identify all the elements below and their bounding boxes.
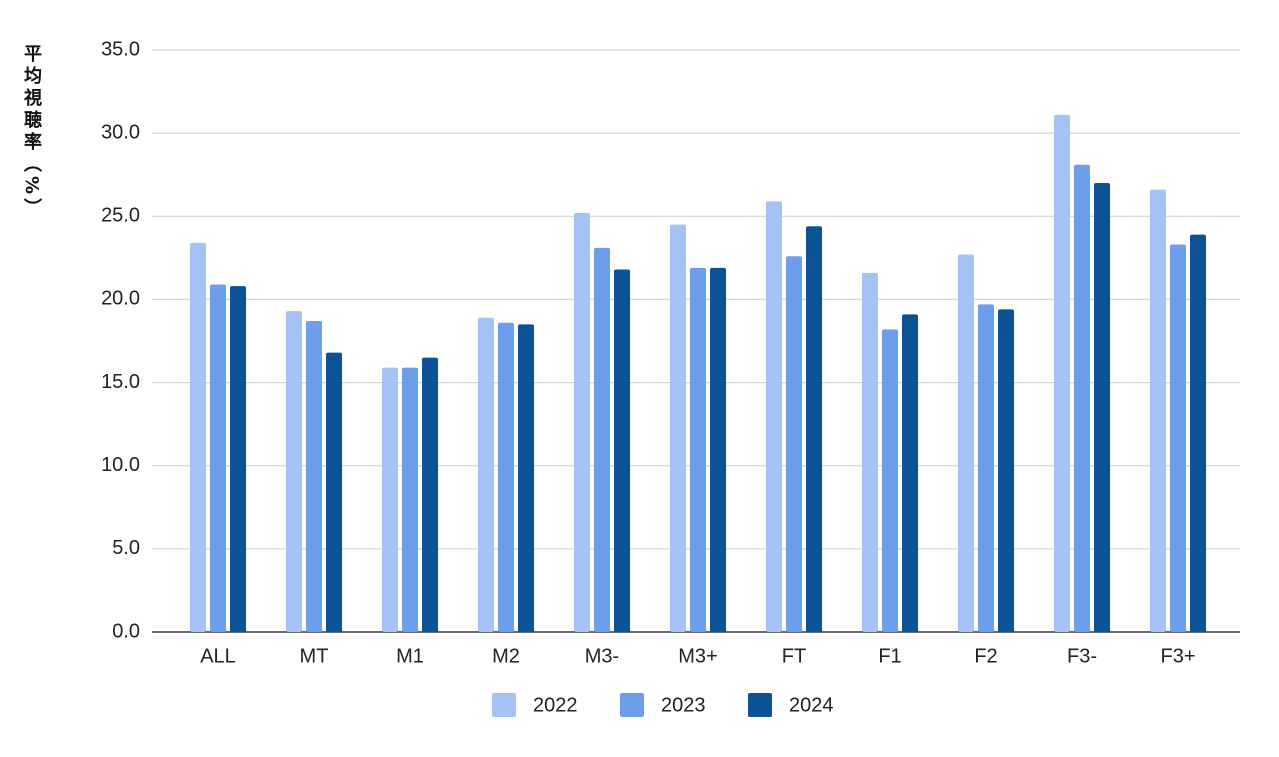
y-axis-title: 平均視聴率（%）	[21, 44, 42, 221]
legend-label: 2023	[661, 694, 706, 716]
x-tick-label: M3+	[678, 645, 717, 667]
x-tick-label: M2	[492, 645, 520, 667]
y-tick-label: 20.0	[101, 288, 140, 310]
bar	[574, 212, 590, 632]
bar	[1094, 183, 1110, 632]
bar	[710, 267, 726, 632]
y-tick-label: 15.0	[101, 371, 140, 393]
x-tick-label: F1	[878, 645, 901, 667]
x-tick-label: F2	[974, 645, 997, 667]
x-tick-label: MT	[300, 645, 329, 667]
legend-label: 2024	[789, 694, 834, 716]
bar	[306, 321, 322, 632]
bar	[614, 269, 630, 632]
x-tick-label: F3+	[1160, 645, 1195, 667]
bar	[498, 322, 514, 632]
bar	[422, 357, 438, 632]
bar	[594, 247, 610, 632]
bar	[882, 329, 898, 632]
bar	[1190, 234, 1206, 632]
bar	[690, 267, 706, 632]
bar	[402, 367, 418, 632]
y-tick-label: 0.0	[112, 620, 140, 642]
bar	[978, 304, 994, 632]
bar	[902, 314, 918, 632]
x-tick-label: ALL	[200, 645, 236, 667]
bar	[518, 324, 534, 632]
y-tick-label: 30.0	[101, 121, 140, 143]
bar	[326, 352, 342, 632]
bar	[1150, 189, 1166, 632]
bar	[382, 367, 398, 632]
bar	[998, 309, 1014, 632]
x-tick-label: FT	[782, 645, 806, 667]
bar	[958, 254, 974, 632]
y-tick-label: 35.0	[101, 38, 140, 60]
bar	[478, 317, 494, 632]
bar	[190, 242, 206, 633]
x-tick-label: F3-	[1067, 645, 1097, 667]
bar	[1054, 114, 1070, 632]
bar	[1074, 164, 1090, 633]
x-tick-label: M3-	[585, 645, 619, 667]
y-tick-label: 25.0	[101, 205, 140, 227]
bar	[1170, 244, 1186, 632]
bar	[806, 226, 822, 632]
bar	[670, 224, 686, 632]
bar	[286, 311, 302, 632]
legend-label: 2022	[533, 694, 578, 716]
bar	[862, 272, 878, 632]
legend-swatch	[748, 693, 772, 717]
bar	[766, 201, 782, 632]
bar	[210, 284, 226, 632]
bar	[786, 256, 802, 632]
x-tick-label: M1	[396, 645, 424, 667]
legend-swatch	[492, 693, 516, 717]
y-tick-label: 5.0	[112, 537, 140, 559]
y-tick-label: 10.0	[101, 454, 140, 476]
legend-swatch	[620, 693, 644, 717]
bar	[230, 286, 246, 632]
